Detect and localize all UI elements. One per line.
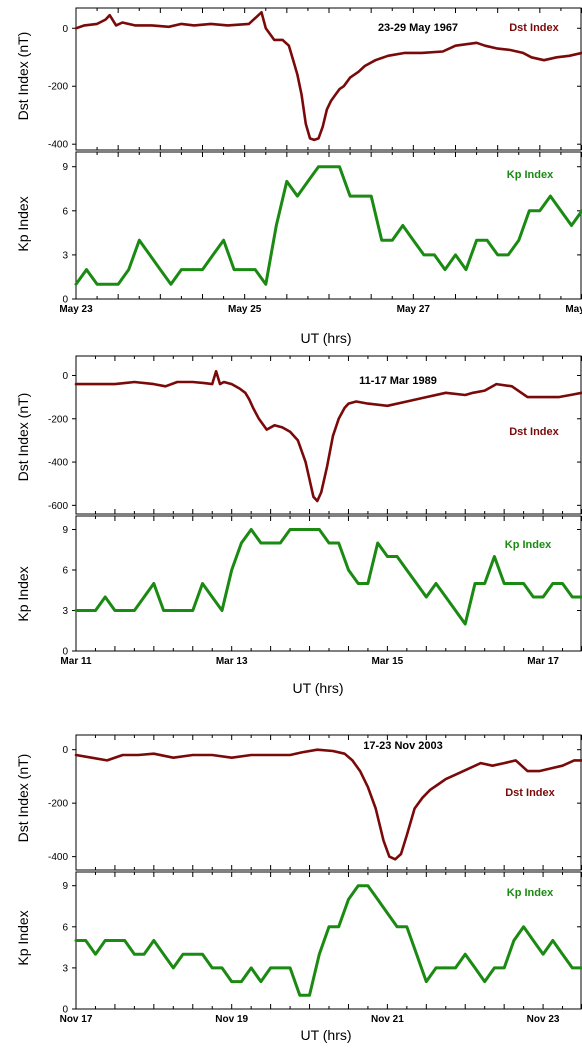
dst-y-axis-label: Dst Index (nT) bbox=[15, 32, 31, 121]
dst-y-tick-label: -400 bbox=[48, 140, 68, 151]
kp-y-tick-label: 0 bbox=[62, 647, 68, 658]
x-axis-label: UT (hrs) bbox=[292, 680, 343, 696]
x-tick-label: Nov 23 bbox=[527, 1014, 560, 1025]
dst-y-tick-label: -600 bbox=[48, 501, 68, 512]
x-tick-label: May 23 bbox=[59, 304, 93, 315]
x-tick-label: May 29 bbox=[565, 304, 582, 315]
dst-series-line bbox=[74, 11, 582, 142]
chart-3: 0 -200 -400 0 3 6 9 Nov 17 Nov 19 Nov 21 Nov 23 bbox=[48, 734, 582, 1025]
x-tick-label: Mar 13 bbox=[216, 656, 248, 667]
x-tick-label: Nov 17 bbox=[60, 1014, 93, 1025]
dst-y-tick-label: 0 bbox=[62, 745, 68, 756]
dst-panel: 0 -200 -400 bbox=[48, 7, 582, 151]
kp-frame bbox=[75, 871, 582, 1010]
chart-2: 0 -200 -400 -600 0 3 6 9 Mar 11 Mar 13 Mar 15 Mar 1… bbox=[48, 355, 582, 667]
dst-panel: 0 -200 -400 bbox=[48, 734, 582, 871]
kp-legend: Kp Index bbox=[505, 539, 552, 551]
x-axis-label: UT (hrs) bbox=[300, 330, 351, 346]
kp-legend: Kp Index bbox=[507, 887, 554, 899]
dst-y-tick-label: -200 bbox=[48, 414, 68, 425]
kp-y-axis-label: Kp Index bbox=[15, 196, 31, 251]
dst-legend: Dst Index bbox=[509, 426, 559, 438]
dst-legend: Dst Index bbox=[505, 787, 555, 799]
kp-frame bbox=[75, 151, 582, 300]
kp-panel: 0 3 6 9 bbox=[62, 151, 582, 306]
dst-panel: 0 -200 -400 -600 bbox=[48, 355, 582, 515]
kp-series-line bbox=[74, 528, 582, 626]
kp-y-tick-label: 0 bbox=[62, 295, 68, 306]
dst-y-tick-label: 0 bbox=[62, 24, 68, 35]
x-tick-label: May 27 bbox=[397, 304, 431, 315]
dst-frame bbox=[75, 7, 582, 151]
dst-series-line bbox=[74, 748, 582, 861]
kp-legend: Kp Index bbox=[507, 169, 554, 181]
x-tick-label: Nov 19 bbox=[215, 1014, 248, 1025]
storm-panel-1989: 11-17 Mar 1989 Dst Index Kp Index Dst In… bbox=[15, 375, 560, 696]
kp-y-tick-label: 3 bbox=[62, 250, 68, 261]
dst-series-line bbox=[74, 369, 582, 503]
dst-y-tick-label: -200 bbox=[48, 799, 68, 810]
dst-frame bbox=[75, 355, 582, 515]
chart-title: 17-23 Nov 2003 bbox=[363, 740, 443, 752]
storm-panel-2003: 17-23 Nov 2003 Dst Index Kp Index Dst In… bbox=[15, 740, 556, 1043]
kp-panel: 0 3 6 9 bbox=[62, 871, 582, 1016]
kp-y-tick-label: 6 bbox=[62, 566, 68, 577]
x-tick-label: Mar 17 bbox=[527, 656, 559, 667]
kp-y-tick-label: 9 bbox=[62, 525, 68, 536]
x-tick-label: Mar 15 bbox=[372, 656, 404, 667]
dst-legend: Dst Index bbox=[509, 22, 559, 34]
plot-area-group: 0 -200 -400 0 3 6 9 May 23 May 25 May 27 May 29 0 -2… bbox=[48, 7, 582, 1025]
kp-y-tick-label: 3 bbox=[62, 606, 68, 617]
kp-y-tick-label: 3 bbox=[62, 963, 68, 974]
dst-y-tick-label: 0 bbox=[62, 371, 68, 382]
kp-series-line bbox=[74, 884, 582, 997]
dst-y-tick-label: -400 bbox=[48, 852, 68, 863]
dst-y-axis-label: Dst Index (nT) bbox=[15, 754, 31, 843]
x-tick-label: Nov 21 bbox=[371, 1014, 404, 1025]
kp-y-tick-label: 6 bbox=[62, 922, 68, 933]
dst-y-axis-label: Dst Index (nT) bbox=[15, 393, 31, 482]
x-axis-label: UT (hrs) bbox=[300, 1027, 351, 1043]
chart-title: 11-17 Mar 1989 bbox=[359, 375, 437, 387]
kp-y-axis-label: Kp Index bbox=[15, 910, 31, 965]
kp-panel: 0 3 6 9 bbox=[62, 515, 582, 658]
chart-1: 0 -200 -400 0 3 6 9 May 23 May 25 May 27 May 29 bbox=[48, 7, 582, 315]
dst-y-tick-label: -200 bbox=[48, 82, 68, 93]
x-tick-label: Mar 11 bbox=[60, 656, 92, 667]
kp-y-tick-label: 9 bbox=[62, 162, 68, 173]
kp-y-tick-label: 9 bbox=[62, 881, 68, 892]
dst-frame bbox=[75, 734, 582, 871]
storm-panel-1967: 23-29 May 1967 Dst Index Kp Index Dst In… bbox=[15, 22, 560, 346]
kp-y-axis-label: Kp Index bbox=[15, 566, 31, 621]
dst-y-tick-label: -400 bbox=[48, 458, 68, 469]
kp-series-line bbox=[74, 165, 582, 286]
x-tick-label: May 25 bbox=[228, 304, 262, 315]
chart-title: 23-29 May 1967 bbox=[378, 22, 458, 34]
kp-y-tick-label: 0 bbox=[62, 1005, 68, 1016]
kp-y-tick-label: 6 bbox=[62, 206, 68, 217]
